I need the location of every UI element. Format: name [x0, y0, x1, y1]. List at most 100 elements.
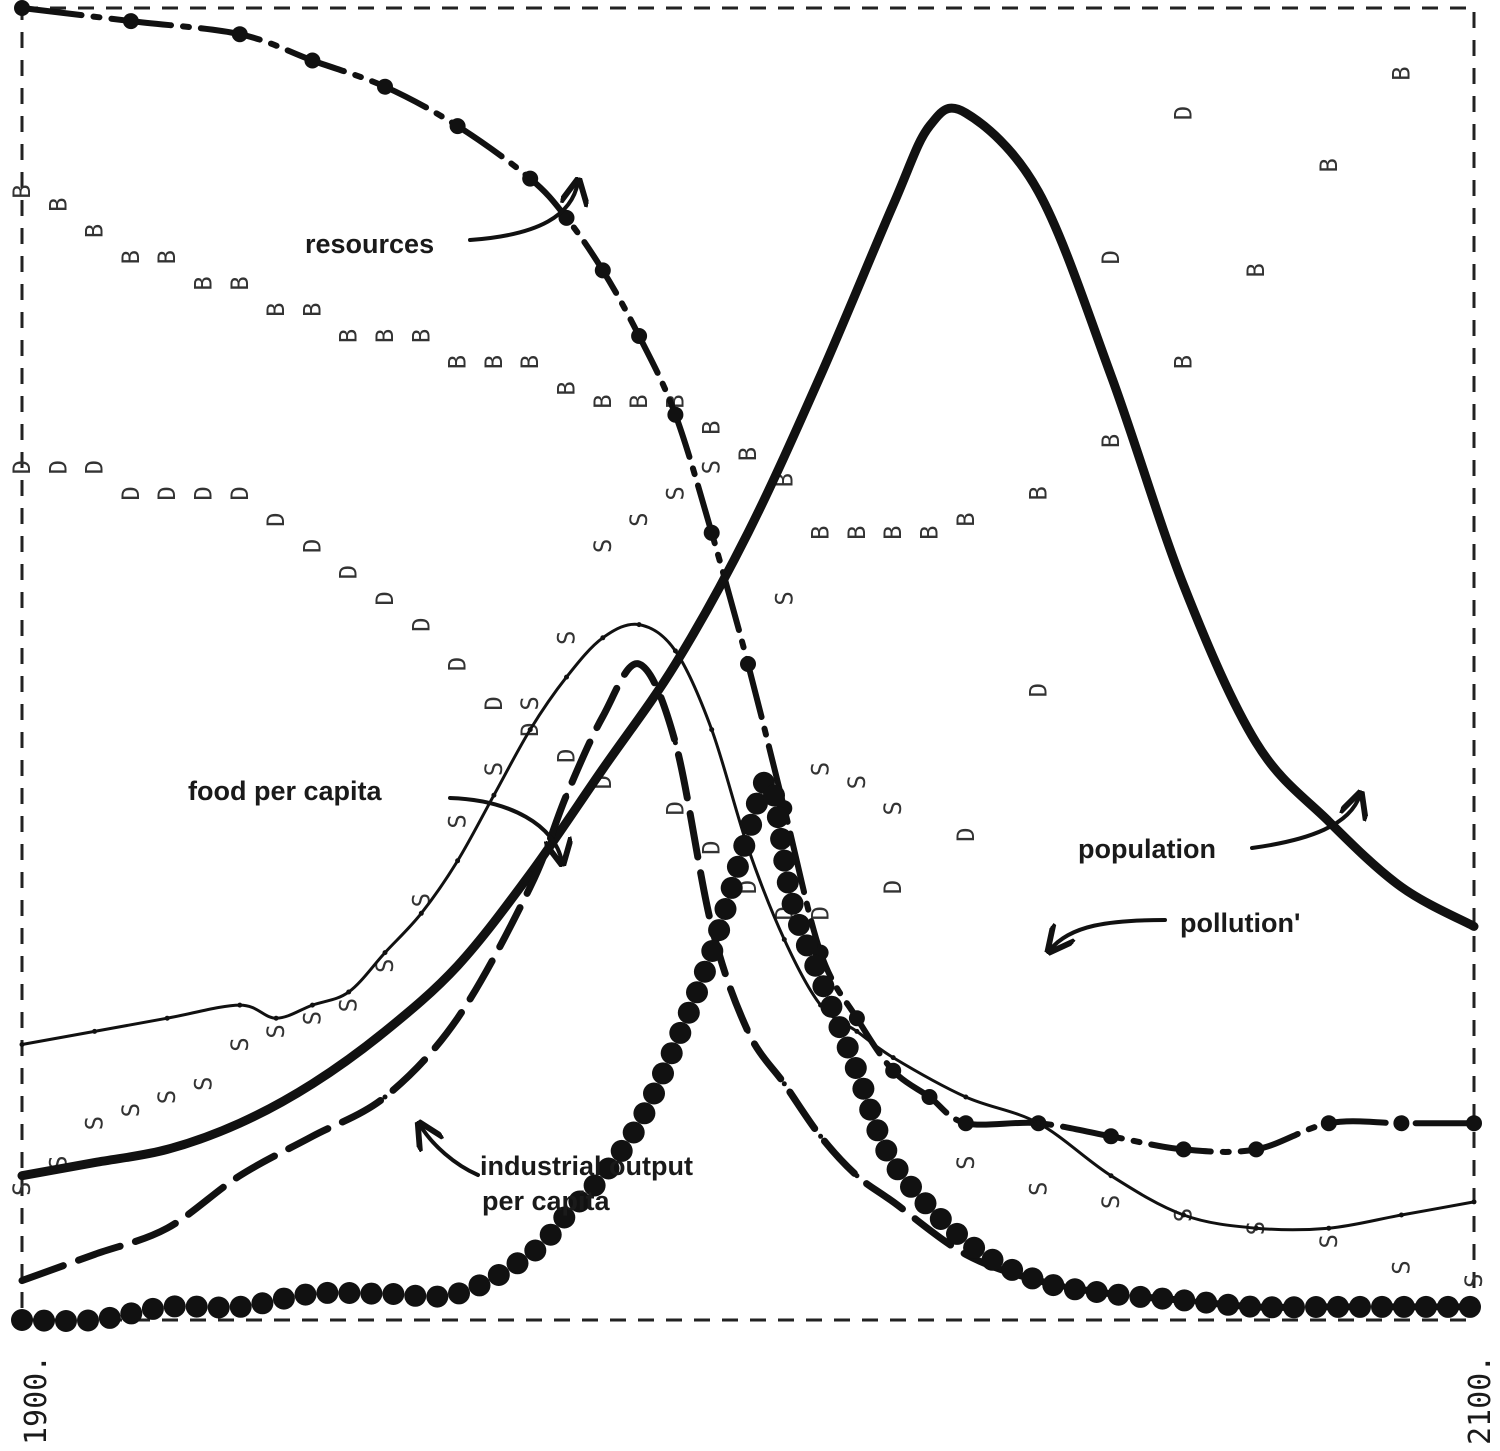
pollution-dot	[1283, 1296, 1305, 1319]
marker-b: B	[916, 526, 944, 540]
point-resources	[449, 118, 466, 135]
pollution-dot	[946, 1222, 968, 1245]
marker-d: D	[480, 696, 508, 710]
marker-s: S	[8, 1182, 36, 1196]
marker-d: D	[371, 591, 399, 605]
pollution-dot	[859, 1098, 882, 1121]
point-food-per-capita	[564, 674, 569, 680]
pollution-dot	[773, 849, 796, 872]
pollution-dot	[382, 1283, 405, 1305]
pollution-dot	[720, 876, 743, 899]
marker-s: S	[262, 1024, 290, 1038]
marker-b: B	[190, 276, 218, 290]
point-resources	[558, 209, 575, 226]
pollution-dot	[1327, 1295, 1349, 1318]
pollution-dot	[981, 1248, 1004, 1271]
point-resources	[848, 1010, 865, 1027]
point-industrial-output-per-capita	[527, 884, 533, 890]
point-industrial-output-per-capita	[890, 1199, 896, 1205]
marker-b: B	[1170, 355, 1198, 369]
pollution-dot	[33, 1309, 55, 1332]
resources-arrow	[468, 182, 578, 242]
marker-b: B	[444, 355, 472, 369]
pollution-dot	[404, 1284, 427, 1307]
point-food-per-capita	[1108, 1173, 1114, 1179]
marker-b: B	[589, 394, 617, 408]
pollution-dot	[708, 919, 731, 942]
marker-b: B	[1387, 66, 1415, 80]
pollution-dot	[633, 1102, 656, 1125]
pollution-dot	[1173, 1289, 1196, 1312]
pollution-label: pollution'	[1180, 908, 1300, 938]
point-resources	[122, 13, 139, 30]
point-population	[1035, 189, 1041, 195]
pollution-dot	[875, 1139, 898, 1162]
marker-s: S	[335, 998, 363, 1012]
marker-s: S	[553, 631, 581, 645]
point-population	[92, 1160, 98, 1166]
marker-b: B	[81, 224, 109, 238]
point-population	[890, 202, 896, 208]
point-food-per-capita	[346, 989, 352, 995]
resources-label: resources	[305, 229, 434, 259]
point-food-per-capita	[672, 648, 678, 654]
point-food-per-capita	[1398, 1212, 1404, 1218]
point-food-per-capita	[92, 1028, 98, 1034]
marker-b: B	[553, 381, 581, 395]
pollution-dot	[251, 1292, 274, 1315]
pollution-dot	[1459, 1295, 1481, 1318]
pollution-dot	[1107, 1283, 1130, 1306]
marker-b: B	[807, 526, 835, 540]
pollution-dot	[866, 1119, 889, 1142]
pollution-dot	[487, 1264, 510, 1286]
marker-b: B	[843, 526, 871, 540]
pollution-dot	[539, 1223, 562, 1246]
pollution-dot	[1371, 1295, 1393, 1318]
point-food-per-capita	[237, 1002, 243, 1008]
marker-d: D	[335, 565, 363, 579]
pollution-dot	[597, 1157, 620, 1180]
pollution-dot	[524, 1239, 547, 1262]
marker-b: B	[698, 421, 726, 435]
marker-b: B	[1242, 263, 1270, 277]
pollution-dot	[360, 1282, 383, 1305]
marker-d: D	[952, 827, 980, 841]
marker-b: B	[117, 250, 145, 264]
point-resources	[1175, 1141, 1192, 1158]
marker-s: S	[952, 1155, 980, 1169]
pollution-dot	[929, 1208, 952, 1230]
point-food-per-capita	[709, 727, 715, 733]
marker-d: D	[44, 460, 72, 474]
point-resources	[14, 0, 30, 16]
point-food-per-capita	[1181, 1212, 1187, 1218]
point-industrial-output-per-capita	[854, 1173, 860, 1179]
marker-b: B	[480, 355, 508, 369]
point-food-per-capita	[455, 858, 461, 864]
series-population	[17, 103, 1479, 1181]
pollution-dot	[677, 1001, 700, 1024]
pollution-dot	[795, 934, 818, 957]
pollution-dot	[622, 1121, 645, 1144]
marker-s: S	[1097, 1195, 1125, 1209]
marker-s: S	[879, 801, 907, 815]
point-food-per-capita	[1035, 1120, 1041, 1126]
pollution-dot	[643, 1082, 665, 1105]
series-industrial-output-per-capita	[18, 660, 1478, 1311]
pollution-dot	[726, 855, 749, 878]
pollution-dot	[766, 806, 789, 829]
pollution-dot	[1261, 1296, 1283, 1319]
marker-s: S	[843, 775, 871, 789]
point-food-per-capita	[890, 1055, 896, 1061]
point-population	[527, 871, 533, 877]
series-lines	[11, 0, 1482, 1332]
pollution-dot	[686, 981, 708, 1004]
point-population	[309, 1081, 315, 1087]
point-resources	[1103, 1128, 1119, 1145]
point-food-per-capita	[491, 792, 497, 798]
point-resources	[594, 262, 611, 279]
marker-s: S	[117, 1103, 145, 1117]
pollution-dot	[185, 1295, 208, 1318]
marker-d: D	[553, 749, 581, 763]
point-industrial-output-per-capita	[781, 1081, 787, 1087]
point-food-per-capita	[273, 1015, 279, 1021]
